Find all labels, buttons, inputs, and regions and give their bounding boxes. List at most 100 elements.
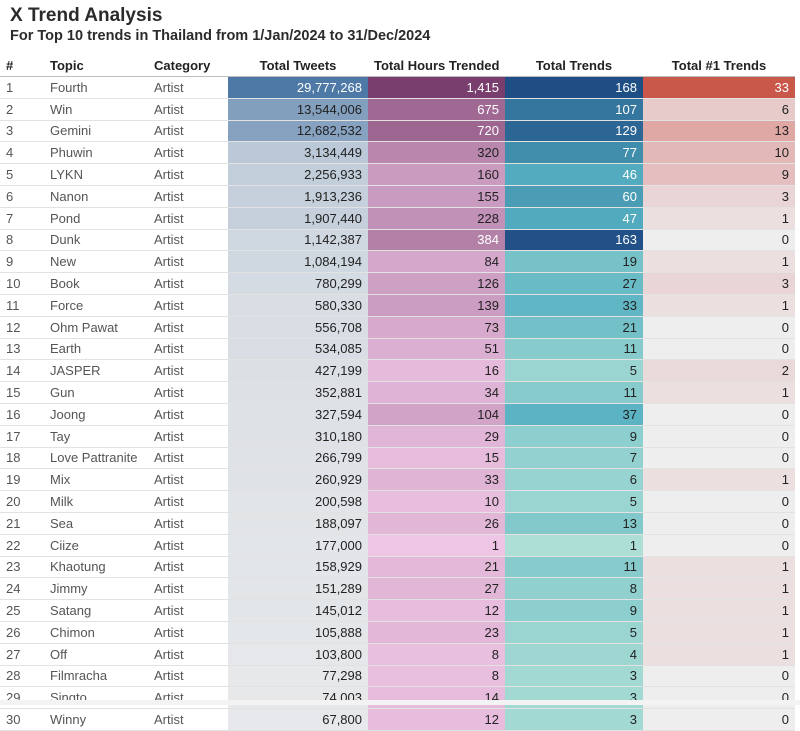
total-number-one-trends-cell: 1 <box>643 643 795 666</box>
category-cell: Artist <box>148 163 228 186</box>
category-cell: Artist <box>148 229 228 252</box>
topic-cell: Win <box>44 98 148 121</box>
total-hours-trended-cell: 384 <box>368 229 505 252</box>
table-row: 28 Filmracha Artist 77,298 8 3 0 <box>0 665 795 688</box>
total-tweets-cell: 67,800 <box>228 708 368 731</box>
column-header-total-hours-trended: Total Hours Trended <box>368 54 505 77</box>
total-trends-cell: 3 <box>505 665 643 688</box>
category-cell: Artist <box>148 120 228 143</box>
total-hours-trended-cell: 8 <box>368 643 505 666</box>
table-row: 4 Phuwin Artist 3,134,449 320 77 10 <box>0 141 795 165</box>
rank-cell: 4 <box>0 141 44 165</box>
total-trends-cell: 9 <box>505 599 643 622</box>
total-trends-cell: 77 <box>505 141 643 165</box>
topic-cell: Joong <box>44 403 148 426</box>
table-row: 17 Tay Artist 310,180 29 9 0 <box>0 425 795 448</box>
total-number-one-trends-cell: 0 <box>643 403 795 426</box>
total-hours-trended-cell: 675 <box>368 98 505 121</box>
category-cell: Artist <box>148 403 228 426</box>
total-trends-cell: 3 <box>505 686 643 710</box>
total-number-one-trends-cell: 0 <box>643 708 795 731</box>
total-number-one-trends-cell: 0 <box>643 534 795 557</box>
total-trends-cell: 1 <box>505 534 643 557</box>
topic-cell: Filmracha <box>44 665 148 688</box>
total-trends-cell: 107 <box>505 98 643 121</box>
total-tweets-cell: 200,598 <box>228 490 368 513</box>
rank-cell: 11 <box>0 294 44 317</box>
topic-cell: Phuwin <box>44 141 148 165</box>
total-trends-cell: 9 <box>505 425 643 448</box>
total-tweets-cell: 151,289 <box>228 577 368 601</box>
topic-cell: Pond <box>44 207 148 230</box>
rank-cell: 19 <box>0 468 44 492</box>
table-row: 12 Ohm Pawat Artist 556,708 73 21 0 <box>0 316 795 339</box>
total-hours-trended-cell: 12 <box>368 708 505 731</box>
total-trends-cell: 60 <box>505 185 643 208</box>
total-number-one-trends-cell: 2 <box>643 359 795 383</box>
category-cell: Artist <box>148 599 228 622</box>
total-number-one-trends-cell: 0 <box>643 686 795 710</box>
total-tweets-cell: 77,298 <box>228 665 368 688</box>
total-tweets-cell: 2,256,933 <box>228 163 368 186</box>
table-row: 26 Chimon Artist 105,888 23 5 1 <box>0 621 795 644</box>
total-hours-trended-cell: 1,415 <box>368 76 505 99</box>
total-hours-trended-cell: 51 <box>368 338 505 361</box>
category-cell: Artist <box>148 250 228 274</box>
total-hours-trended-cell: 33 <box>368 468 505 492</box>
total-number-one-trends-cell: 0 <box>643 447 795 470</box>
total-number-one-trends-cell: 1 <box>643 577 795 601</box>
table-row: 21 Sea Artist 188,097 26 13 0 <box>0 512 795 535</box>
table-row: 20 Milk Artist 200,598 10 5 0 <box>0 490 795 513</box>
total-hours-trended-cell: 320 <box>368 141 505 165</box>
topic-cell: Fourth <box>44 76 148 99</box>
table-row: 5 LYKN Artist 2,256,933 160 46 9 <box>0 163 795 186</box>
total-trends-cell: 33 <box>505 294 643 317</box>
page-title: X Trend Analysis <box>10 5 163 26</box>
category-cell: Artist <box>148 185 228 208</box>
rank-cell: 17 <box>0 425 44 448</box>
table-row: 6 Nanon Artist 1,913,236 155 60 3 <box>0 185 795 208</box>
topic-cell: Love Pattranite <box>44 447 148 470</box>
table-row: 19 Mix Artist 260,929 33 6 1 <box>0 468 795 492</box>
total-trends-cell: 163 <box>505 229 643 252</box>
table-row: 18 Love Pattranite Artist 266,799 15 7 0 <box>0 447 795 470</box>
total-number-one-trends-cell: 1 <box>643 294 795 317</box>
rank-cell: 30 <box>0 708 44 731</box>
category-cell: Artist <box>148 621 228 644</box>
total-trends-cell: 129 <box>505 120 643 143</box>
total-tweets-cell: 105,888 <box>228 621 368 644</box>
topic-cell: Force <box>44 294 148 317</box>
total-hours-trended-cell: 26 <box>368 512 505 535</box>
total-hours-trended-cell: 139 <box>368 294 505 317</box>
table-row: 22 Ciize Artist 177,000 1 1 0 <box>0 534 795 557</box>
rank-cell: 16 <box>0 403 44 426</box>
column-header-rank: # <box>0 54 44 77</box>
topic-cell: Gemini <box>44 120 148 143</box>
total-tweets-cell: 13,544,006 <box>228 98 368 121</box>
total-number-one-trends-cell: 3 <box>643 272 795 295</box>
page-subtitle: For Top 10 trends in Thailand from 1/Jan… <box>10 28 431 44</box>
rank-cell: 23 <box>0 556 44 579</box>
total-tweets-cell: 310,180 <box>228 425 368 448</box>
total-number-one-trends-cell: 1 <box>643 250 795 274</box>
topic-cell: Ohm Pawat <box>44 316 148 339</box>
table-row: 25 Satang Artist 145,012 12 9 1 <box>0 599 795 622</box>
category-cell: Artist <box>148 512 228 535</box>
total-hours-trended-cell: 1 <box>368 534 505 557</box>
table-scroll-edge <box>0 700 800 705</box>
total-trends-cell: 4 <box>505 643 643 666</box>
table-row: 7 Pond Artist 1,907,440 228 47 1 <box>0 207 795 230</box>
total-trends-cell: 168 <box>505 76 643 99</box>
category-cell: Artist <box>148 468 228 492</box>
total-number-one-trends-cell: 9 <box>643 163 795 186</box>
rank-cell: 7 <box>0 207 44 230</box>
topic-cell: Singto <box>44 686 148 710</box>
total-number-one-trends-cell: 1 <box>643 207 795 230</box>
total-hours-trended-cell: 15 <box>368 447 505 470</box>
rank-cell: 9 <box>0 250 44 274</box>
category-cell: Artist <box>148 338 228 361</box>
rank-cell: 6 <box>0 185 44 208</box>
total-tweets-cell: 780,299 <box>228 272 368 295</box>
category-cell: Artist <box>148 425 228 448</box>
topic-cell: Jimmy <box>44 577 148 601</box>
